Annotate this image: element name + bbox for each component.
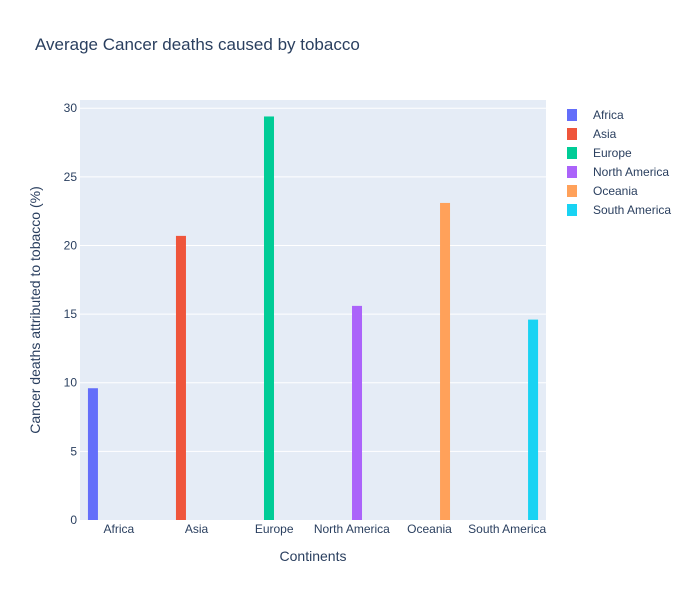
legend-swatch [567, 204, 577, 216]
bar-europe[interactable] [263, 116, 274, 521]
legend-item-africa[interactable]: Africa [567, 108, 624, 122]
legend-swatch [567, 128, 577, 140]
x-tick-label: South America [468, 522, 546, 536]
bar-north-america[interactable] [352, 305, 363, 520]
legend-item-oceania[interactable]: Oceania [567, 184, 638, 198]
bar-africa[interactable] [87, 388, 98, 520]
legend-label: Africa [593, 108, 624, 122]
x-tick-label: Europe [255, 522, 294, 536]
y-axis-title: Cancer deaths attributed to tobacco (%) [27, 186, 43, 433]
legend-label: North America [593, 165, 669, 179]
x-tick-label: Asia [185, 522, 209, 536]
plot-background [80, 100, 546, 520]
legend-swatch [567, 109, 577, 121]
x-tick-label: North America [314, 522, 390, 536]
legend-label: Oceania [593, 184, 638, 198]
bar-oceania[interactable] [440, 202, 451, 521]
legend-item-north-america[interactable]: North America [567, 165, 669, 179]
legend-swatch [567, 185, 577, 197]
legend-item-europe[interactable]: Europe [567, 146, 632, 160]
bar-asia[interactable] [175, 235, 186, 520]
y-tick-label: 20 [64, 238, 78, 252]
x-axis-title: Continents [280, 548, 347, 564]
y-tick-label: 25 [64, 170, 78, 184]
grid-lines [80, 107, 546, 452]
legend-item-south-america[interactable]: South America [567, 203, 671, 217]
y-tick-label: 30 [64, 101, 78, 115]
y-tick-label: 5 [70, 444, 77, 458]
legend-label: South America [593, 203, 671, 217]
x-axis-tick-labels: Africa Asia Europe North America Oceania Sout… [103, 522, 546, 536]
y-tick-label: 10 [64, 376, 78, 390]
x-tick-label: Oceania [407, 522, 452, 536]
bar-south-america[interactable] [528, 319, 539, 520]
legend[interactable]: Africa Asia Europe North America Oceania Sout… [567, 108, 671, 217]
legend-label: Europe [593, 146, 632, 160]
x-tick-label: Africa [103, 522, 134, 536]
y-tick-label: 0 [70, 513, 77, 527]
chart-title: Average Cancer deaths caused by tobacco [35, 35, 360, 54]
y-tick-label: 15 [64, 307, 78, 321]
legend-swatch [567, 166, 577, 178]
legend-item-asia[interactable]: Asia [567, 127, 617, 141]
legend-swatch [567, 147, 577, 159]
legend-label: Asia [593, 127, 617, 141]
y-axis-tick-labels: 0 5 10 15 20 25 30 [64, 101, 78, 527]
bars [87, 116, 539, 521]
